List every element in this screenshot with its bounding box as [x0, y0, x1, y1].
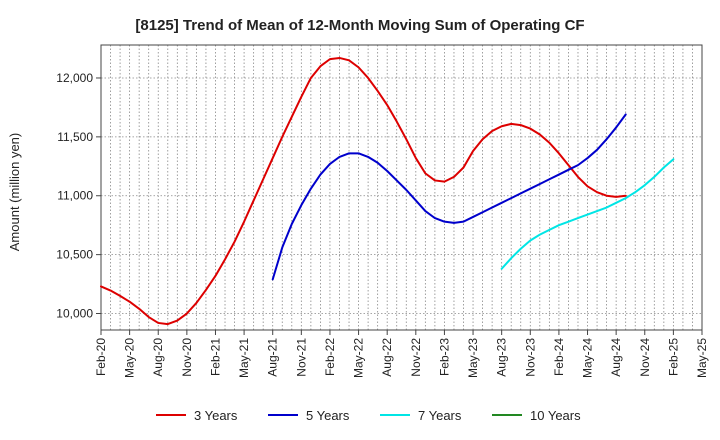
- x-tick-label: May-25: [695, 338, 709, 378]
- x-tick-label: Nov-24: [638, 338, 652, 377]
- x-tick-label: Nov-22: [409, 338, 423, 377]
- x-tick-label: Nov-21: [294, 338, 308, 377]
- series-layer: [100, 56, 675, 326]
- x-tick-label: May-20: [123, 338, 137, 378]
- legend-label-10-years: 10 Years: [530, 408, 581, 423]
- x-tick-label: May-21: [237, 338, 251, 378]
- x-tick-label: Feb-24: [552, 338, 566, 376]
- legend-label-7-years: 7 Years: [418, 408, 462, 423]
- series-line-5-years: [271, 113, 627, 281]
- x-tick-label: Feb-20: [94, 338, 108, 376]
- x-tick-label: Feb-23: [437, 338, 451, 376]
- y-tick-label: 11,000: [57, 189, 93, 203]
- legend-label-5-years: 5 Years: [306, 408, 350, 423]
- legend-label-3-years: 3 Years: [194, 408, 238, 423]
- x-tick-label: Aug-20: [151, 338, 165, 377]
- x-tick-label: Aug-23: [495, 338, 509, 377]
- x-tick-label: Feb-22: [323, 338, 337, 376]
- plot-frame: [100, 44, 703, 331]
- y-tick-label: 12,000: [56, 71, 93, 85]
- y-tick-label: 11,500: [57, 130, 93, 144]
- x-tick-label: May-22: [352, 338, 366, 378]
- x-tick-label: Nov-23: [523, 338, 537, 377]
- x-tick-label: May-23: [466, 338, 480, 378]
- x-tick-label: Aug-22: [380, 338, 394, 377]
- series-line-3-years: [100, 56, 627, 326]
- x-tick-label: Feb-21: [208, 338, 222, 376]
- x-tick-label: Aug-24: [609, 338, 623, 377]
- series-line-7-years: [500, 158, 675, 270]
- x-axis-ticks: Feb-20 May-20 Aug-20 Nov-20 Feb-21 May-21 Aug-…: [94, 330, 709, 378]
- legend: 3 Years 5 Years 7 Years 10 Years: [156, 408, 581, 423]
- y-axis-title: Amount (million yen): [7, 133, 22, 252]
- grid-layer: [101, 45, 702, 330]
- y-axis-ticks: 10,000 10,500 11,000 11,500 12,000: [56, 71, 101, 321]
- x-tick-label: May-24: [581, 338, 595, 378]
- chart-title: [8125] Trend of Mean of 12-Month Moving …: [135, 17, 584, 34]
- y-tick-label: 10,500: [56, 248, 93, 262]
- x-tick-label: Feb-25: [666, 338, 680, 376]
- x-tick-label: Aug-21: [266, 338, 280, 377]
- x-tick-label: Nov-20: [180, 338, 194, 377]
- y-tick-label: 10,000: [56, 307, 93, 321]
